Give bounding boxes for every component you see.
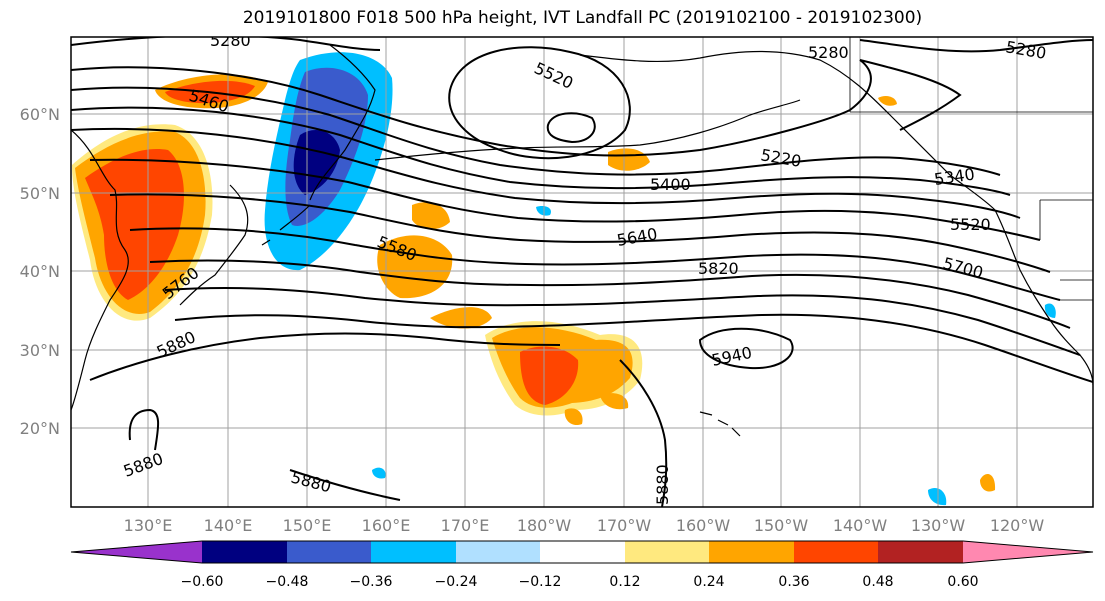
colorbar-tick-label: 0.48: [862, 574, 893, 590]
ivt-negative-small-2: [372, 467, 386, 479]
coastlines: [71, 37, 1093, 437]
colorbar-tick-label: 0.12: [609, 574, 640, 590]
colorbar-segment: [202, 541, 287, 563]
colorbar-tick-label: 0.24: [693, 574, 724, 590]
ivt-positive-region-plume-core: [520, 346, 579, 405]
contour-5520: [89, 158, 1041, 241]
lon-label: 130°E: [124, 516, 173, 535]
contour-label: 5820: [698, 259, 739, 278]
colorbar-segment: [794, 541, 878, 563]
lon-label: 160°W: [676, 516, 731, 535]
contour-label: 5280: [210, 31, 251, 50]
colorbar-extend-max: [963, 541, 1093, 563]
height-contours: [71, 37, 1093, 507]
coastline-hawaii: [699, 411, 741, 437]
colorbar-tick-label: 0.60: [947, 574, 978, 590]
contour-label: 5400: [650, 175, 691, 194]
ivt-positive-small-2: [600, 393, 629, 410]
map-title: 2019101800 F018 500 hPa height, IVT Land…: [242, 8, 923, 28]
contour-5880-south: [289, 359, 668, 507]
contour-5820: [174, 313, 1093, 383]
contour-5460: [71, 127, 1021, 219]
longitude-labels: 130°E 140°E 150°E 160°E 170°E 180°W 170°…: [124, 516, 1045, 535]
ivt-positive-small-4: [980, 474, 996, 492]
graticule: [71, 37, 1093, 507]
lat-label: 40°N: [20, 262, 60, 281]
contour-label: 5520: [950, 215, 991, 234]
ivt-negative-small-1: [928, 487, 947, 506]
contour-label: 5880: [653, 464, 672, 505]
lon-label: 160°E: [362, 516, 411, 535]
lat-label: 30°N: [20, 341, 60, 360]
contour-5760: [164, 287, 1081, 356]
contour-5400: [71, 106, 1011, 196]
coastline-kamchatka: [309, 44, 376, 201]
lon-label: 170°E: [441, 516, 490, 535]
ivt-negative-region-core: [293, 130, 340, 195]
coastline-japan: [179, 184, 249, 306]
lat-label: 50°N: [20, 184, 60, 203]
colorbar-tick-label: −0.36: [350, 574, 393, 590]
ivt-positive-region-central-2: [412, 202, 450, 230]
colorbar-segment: [709, 541, 794, 563]
lon-label: 140°E: [204, 516, 253, 535]
ivt-negative-small-3: [536, 205, 551, 216]
ivt-positive-region-east: [608, 148, 650, 171]
lon-label: 130°W: [911, 516, 966, 535]
lon-label: 120°W: [990, 516, 1045, 535]
contour-5700: [149, 259, 1071, 329]
ivt-positive-region-central-3: [430, 307, 492, 329]
colorbar: [70, 540, 1094, 564]
colorbar-segment: [540, 541, 625, 563]
colorbar-tick-label: −0.12: [519, 574, 562, 590]
contour-5640: [129, 227, 1061, 301]
colorbar-tick-label: 0.36: [778, 574, 809, 590]
lon-label: 150°W: [754, 516, 809, 535]
lon-label: 140°W: [833, 516, 888, 535]
ivt-positive-small-1: [564, 408, 583, 426]
ivt-negative-small-4: [1044, 303, 1056, 318]
contour-label: 5280: [808, 43, 849, 62]
coastline-kuril: [261, 204, 311, 246]
lon-label: 150°E: [283, 516, 332, 535]
colorbar-outline: [70, 540, 1094, 564]
colorbar-tick-label: −0.48: [266, 574, 309, 590]
contour-5880-west: [89, 332, 561, 381]
colorbar-tick-labels: −0.60 −0.48 −0.36 −0.24 −0.12 0.12 0.24 …: [181, 574, 979, 590]
coastline-asia: [71, 129, 129, 411]
contour-5340: [71, 86, 1001, 176]
coastline-alaska: [579, 50, 996, 211]
coastline-canada-border: [849, 37, 1093, 301]
lat-label: 60°N: [20, 105, 60, 124]
colorbar-segment: [371, 541, 456, 563]
contour-5280-main: [71, 59, 962, 157]
ivt-positive-small-3: [878, 96, 897, 106]
colorbar-segment: [625, 541, 709, 563]
contour-5580: [109, 193, 1051, 273]
colorbar-tick-label: −0.60: [181, 574, 224, 590]
contour-5880-loop: [128, 408, 160, 451]
lon-label: 180°W: [517, 516, 572, 535]
colorbar-tick-label: −0.24: [435, 574, 478, 590]
latitude-labels: 60°N 50°N 40°N 30°N 20°N: [20, 105, 60, 438]
contour-5220-inner: [546, 112, 596, 144]
colorbar-segment: [287, 541, 371, 563]
lat-label: 20°N: [20, 419, 60, 438]
map-frame: [70, 36, 1094, 508]
colorbar-extend-min: [71, 541, 202, 563]
colorbar-segment: [878, 541, 963, 563]
colorbar-segment: [456, 541, 540, 563]
contour-5940: [698, 327, 794, 370]
lon-label: 170°W: [597, 516, 652, 535]
coastline-aleutians: [374, 99, 801, 161]
